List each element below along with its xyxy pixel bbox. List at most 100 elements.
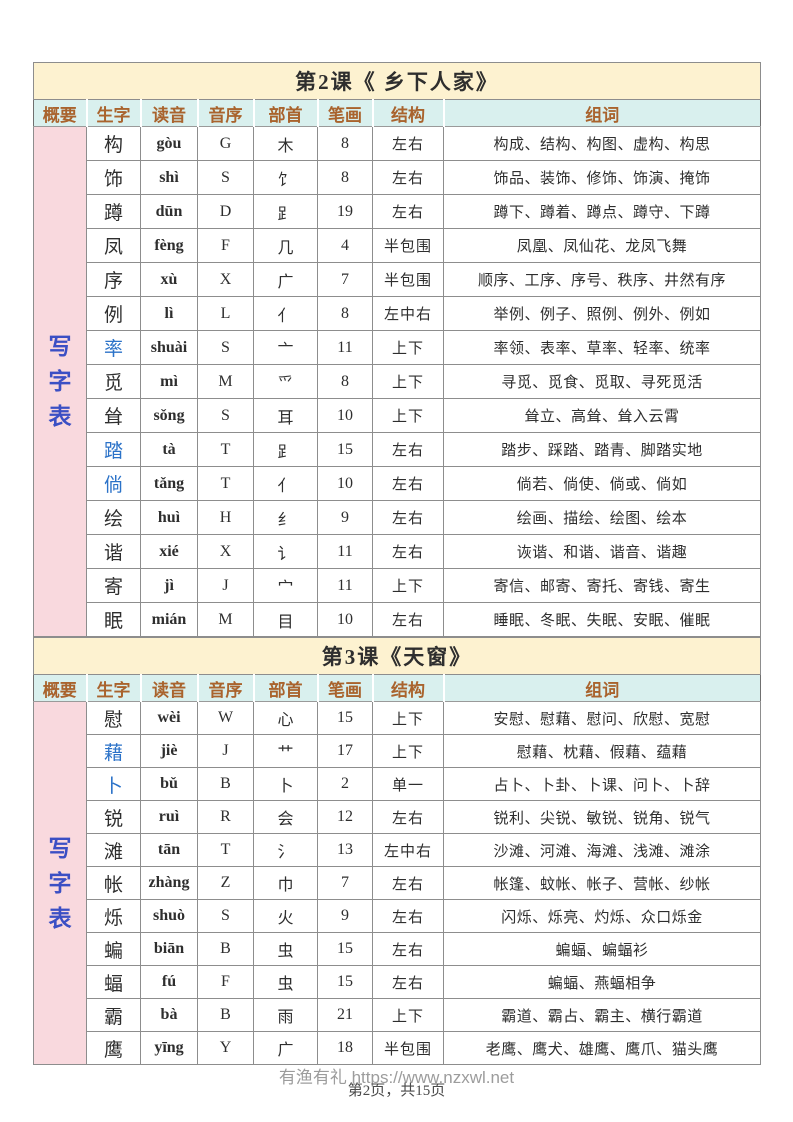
radical-cell: 饣 bbox=[253, 160, 318, 195]
column-header-4: 部首 bbox=[252, 674, 319, 702]
word-list-cell: 顺序、工序、序号、秩序、井然有序 bbox=[443, 262, 761, 297]
summary-label: 写字表 bbox=[37, 837, 83, 930]
structure-cell: 左中右 bbox=[372, 296, 444, 331]
structure-cell: 半包围 bbox=[372, 228, 444, 263]
summary-label-char: 字 bbox=[48, 369, 72, 394]
structure-cell: 左中右 bbox=[372, 833, 444, 867]
word-list-cell: 蝙蝠、蝙蝠衫 bbox=[443, 932, 761, 966]
lesson-title: 第3课《天窗》 bbox=[33, 637, 761, 675]
stroke-count-cell: 8 bbox=[317, 160, 373, 195]
char-cell: 倘 bbox=[86, 466, 141, 501]
character-row: 卜 bǔ B 卜 2 单一 占卜、卜卦、卜课、问卜、卜辞 bbox=[34, 767, 761, 801]
lesson-table: 第2课《 乡下人家》 概要 生字 读音 音序 部首 笔画 结构 组词写字表构 gòu G 木 8 左右 构成… bbox=[33, 62, 761, 637]
structure-cell: 左右 bbox=[372, 160, 444, 195]
pinyin-cell: tà bbox=[140, 432, 198, 467]
character-row: 谐 xié X 讠 11 左右 诙谐、和谐、谐音、谐趣 bbox=[34, 534, 761, 569]
word-list-cell: 睡眠、冬眠、失眠、安眠、催眠 bbox=[443, 602, 761, 637]
radical-cell: 火 bbox=[253, 899, 318, 933]
alphabetical-order-cell: T bbox=[197, 466, 254, 501]
pinyin-cell: mián bbox=[140, 602, 198, 637]
column-header-3: 音序 bbox=[196, 99, 255, 127]
character-row: 率 shuài S 亠 11 上下 率领、表率、草率、轻率、统率 bbox=[34, 330, 761, 365]
pinyin-cell: bà bbox=[140, 998, 198, 1032]
alphabetical-order-cell: F bbox=[197, 965, 254, 999]
char-cell: 鹰 bbox=[86, 1031, 141, 1065]
stroke-count-cell: 19 bbox=[317, 194, 373, 229]
column-header-6: 结构 bbox=[371, 99, 445, 127]
lesson-table: 第3课《天窗》 概要 生字 读音 音序 部首 笔画 结构 组词写字表慰 wèi W 心 15 上下 安慰、慰… bbox=[33, 637, 761, 1065]
pinyin-cell: yīng bbox=[140, 1031, 198, 1065]
alphabetical-order-cell: D bbox=[197, 194, 254, 229]
alphabetical-order-cell: H bbox=[197, 500, 254, 535]
structure-cell: 左右 bbox=[372, 965, 444, 999]
alphabetical-order-cell: S bbox=[197, 899, 254, 933]
character-row: 帐 zhàng Z 巾 7 左右 帐篷、蚊帐、帐子、营帐、纱帐 bbox=[34, 866, 761, 900]
summary-label-char: 写 bbox=[48, 835, 72, 861]
word-list-cell: 凤凰、凤仙花、龙凤飞舞 bbox=[443, 228, 761, 263]
radical-cell: 木 bbox=[253, 126, 318, 161]
word-list-cell: 安慰、慰藉、慰问、欣慰、宽慰 bbox=[443, 701, 761, 735]
structure-cell: 左右 bbox=[372, 194, 444, 229]
summary-cell: 写字表 bbox=[33, 126, 87, 637]
char-cell: 蝙 bbox=[86, 932, 141, 966]
alphabetical-order-cell: B bbox=[197, 998, 254, 1032]
alphabetical-order-cell: T bbox=[197, 432, 254, 467]
alphabetical-order-cell: M bbox=[197, 364, 254, 399]
structure-cell: 左右 bbox=[372, 466, 444, 501]
pinyin-cell: xù bbox=[140, 262, 198, 297]
page-number: 第2页，共15页 bbox=[347, 1083, 446, 1099]
radical-cell: 讠 bbox=[253, 534, 318, 569]
char-cell: 蹲 bbox=[86, 194, 141, 229]
character-row: 例 lì L 亻 8 左中右 举例、例子、照例、例外、例如 bbox=[34, 296, 761, 331]
character-row: 写字表慰 wèi W 心 15 上下 安慰、慰藉、慰问、欣慰、宽慰 bbox=[33, 701, 761, 1065]
pinyin-cell: huì bbox=[140, 500, 198, 535]
word-list-cell: 构成、结构、构图、虚构、构思 bbox=[443, 126, 761, 161]
character-row: 锐 ruì R 会 12 左右 锐利、尖锐、敏锐、锐角、锐气 bbox=[34, 800, 761, 834]
stroke-count-cell: 13 bbox=[317, 833, 373, 867]
char-cell: 序 bbox=[86, 262, 141, 297]
summary-label-char: 写 bbox=[48, 334, 72, 359]
pinyin-cell: bǔ bbox=[140, 767, 198, 801]
stroke-count-cell: 10 bbox=[317, 466, 373, 501]
watermark-text: 有渔有礼 https://www.nzxwl.net bbox=[278, 1068, 515, 1087]
stroke-count-cell: 11 bbox=[317, 568, 373, 603]
character-row: 烁 shuò S 火 9 左右 闪烁、烁亮、灼烁、众口烁金 bbox=[34, 899, 761, 933]
stroke-count-cell: 8 bbox=[317, 364, 373, 399]
radical-cell: 雨 bbox=[253, 998, 318, 1032]
char-cell: 耸 bbox=[86, 398, 141, 433]
radical-cell: 艹 bbox=[253, 734, 318, 768]
stroke-count-cell: 11 bbox=[317, 534, 373, 569]
alphabetical-order-cell: S bbox=[197, 330, 254, 365]
radical-cell: 广 bbox=[253, 1031, 318, 1065]
structure-cell: 上下 bbox=[372, 734, 444, 768]
structure-cell: 左右 bbox=[372, 899, 444, 933]
char-cell: 慰 bbox=[86, 701, 141, 735]
structure-cell: 左右 bbox=[372, 866, 444, 900]
character-row: 鹰 yīng Y 广 18 半包围 老鹰、鹰犬、雄鹰、鹰爪、猫头鹰 bbox=[34, 1031, 761, 1065]
char-cell: 蝠 bbox=[86, 965, 141, 999]
radical-cell: 卜 bbox=[253, 767, 318, 801]
alphabetical-order-cell: X bbox=[197, 262, 254, 297]
stroke-count-cell: 15 bbox=[317, 965, 373, 999]
pinyin-cell: jiè bbox=[140, 734, 198, 768]
radical-cell: 广 bbox=[253, 262, 318, 297]
character-row: 写字表构 gòu G 木 8 左右 构成、结构、构图、虚构、构思 bbox=[33, 126, 761, 637]
structure-cell: 左右 bbox=[372, 126, 444, 161]
stroke-count-cell: 15 bbox=[317, 432, 373, 467]
radical-cell: 亻 bbox=[253, 466, 318, 501]
alphabetical-order-cell: F bbox=[197, 228, 254, 263]
pinyin-cell: tǎng bbox=[140, 466, 198, 501]
char-cell: 眠 bbox=[86, 602, 141, 637]
alphabetical-order-cell: M bbox=[197, 602, 254, 637]
character-row: 蹲 dūn D ⻊ 19 左右 蹲下、蹲着、蹲点、蹲守、下蹲 bbox=[34, 194, 761, 229]
stroke-count-cell: 8 bbox=[317, 126, 373, 161]
structure-cell: 半包围 bbox=[372, 1031, 444, 1065]
alphabetical-order-cell: B bbox=[197, 767, 254, 801]
stroke-count-cell: 15 bbox=[317, 932, 373, 966]
character-row: 寄 jì J 宀 11 上下 寄信、邮寄、寄托、寄钱、寄生 bbox=[34, 568, 761, 603]
structure-cell: 左右 bbox=[372, 602, 444, 637]
character-row: 觅 mì M 爫 8 上下 寻觅、觅食、觅取、寻死觅活 bbox=[34, 364, 761, 399]
alphabetical-order-cell: X bbox=[197, 534, 254, 569]
radical-cell: 爫 bbox=[253, 364, 318, 399]
stroke-count-cell: 4 bbox=[317, 228, 373, 263]
